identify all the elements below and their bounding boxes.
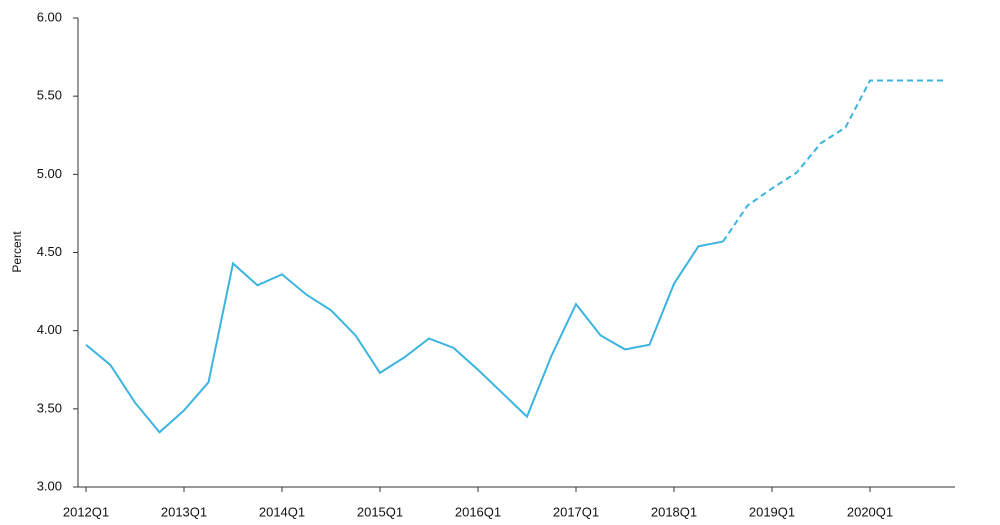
x-tick-label: 2013Q1: [161, 504, 207, 519]
y-tick-label: 4.50: [37, 244, 62, 259]
x-tick-label: 2016Q1: [455, 504, 501, 519]
y-tick-label: 4.00: [37, 322, 62, 337]
y-axis-label: Percent: [10, 231, 24, 273]
data-line: [722, 79, 944, 243]
y-tick-label: 3.00: [37, 478, 62, 493]
x-tick-label: 2015Q1: [357, 504, 403, 519]
y-tick-label: 3.50: [37, 400, 62, 415]
x-tick-label: 2017Q1: [553, 504, 599, 519]
x-tick-label: 2012Q1: [63, 504, 109, 519]
y-tick-label: 6.00: [37, 9, 62, 24]
y-tick-label: 5.00: [37, 166, 62, 181]
x-tick-label: 2018Q1: [651, 504, 697, 519]
data-line: [85, 240, 724, 434]
x-tick-label: 2014Q1: [259, 504, 305, 519]
x-tick-label: 2020Q1: [847, 504, 893, 519]
x-tick-label: 2019Q1: [749, 504, 795, 519]
y-tick-label: 5.50: [37, 88, 62, 103]
